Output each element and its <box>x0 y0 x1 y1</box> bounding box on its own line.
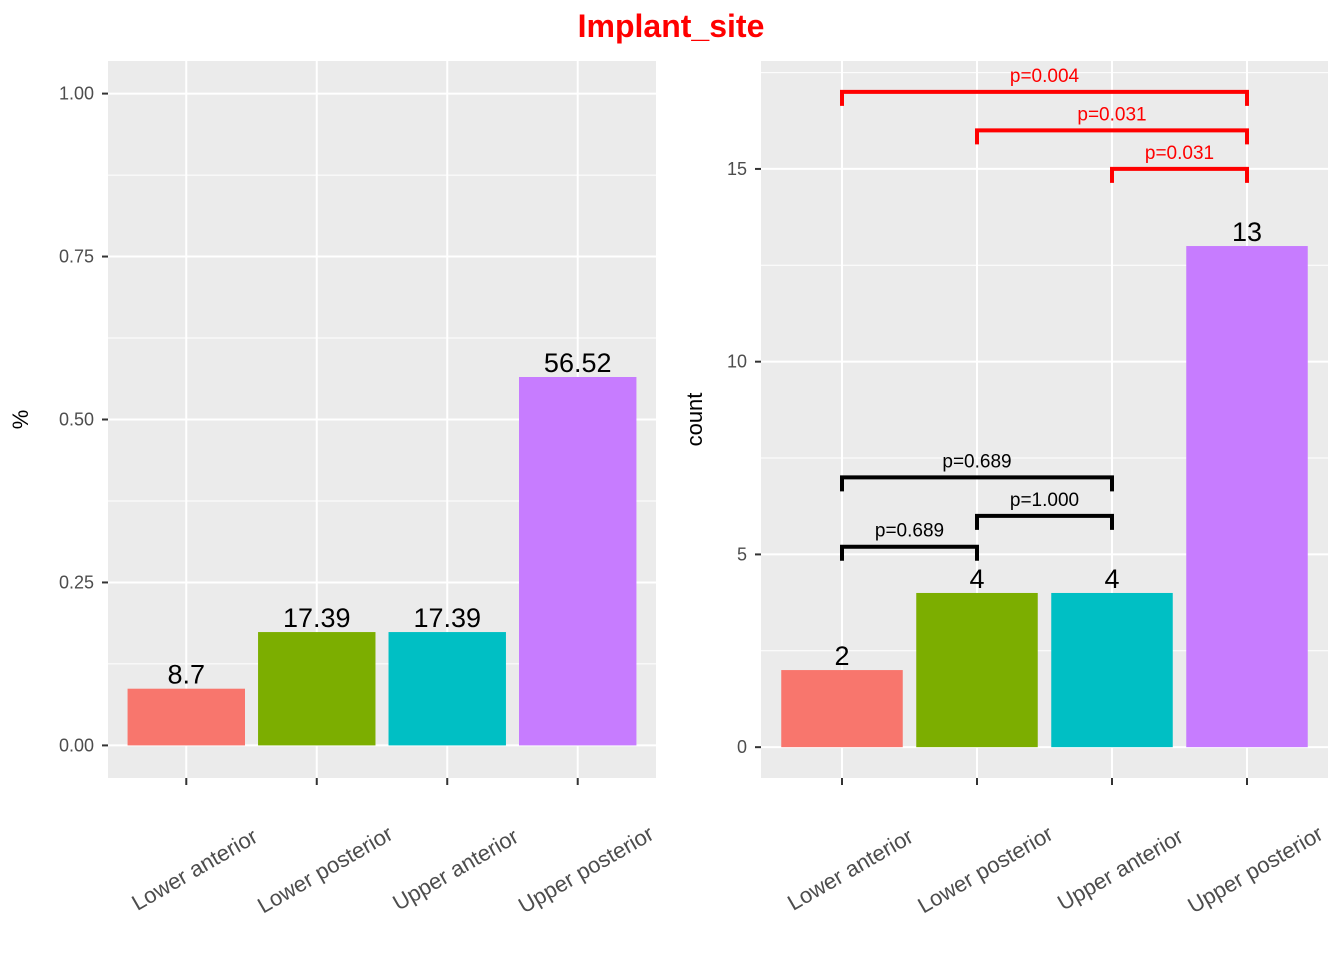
x-tick-label: Upper anterior <box>1053 824 1187 916</box>
bar <box>388 632 506 746</box>
p-value-label: p=0.031 <box>1145 143 1214 164</box>
data-label: 4 <box>1104 564 1119 594</box>
bar <box>1051 592 1173 748</box>
y-axis-title: % <box>8 410 33 430</box>
x-tick-label: Upper posterior <box>1183 821 1327 918</box>
y-axis-title: count <box>682 393 707 447</box>
comparison-bracket <box>840 475 1114 492</box>
p-value-label: p=0.004 <box>1010 66 1080 87</box>
y-tick-label: 0 <box>737 737 747 757</box>
comparison-bracket <box>840 544 979 561</box>
bar <box>519 377 637 746</box>
comparison-bracket <box>1110 166 1249 183</box>
x-tick-label: Upper anterior <box>388 824 522 916</box>
x-tick-label: Lower posterior <box>913 821 1057 918</box>
data-label: 4 <box>969 564 984 594</box>
p-value-label: p=1.000 <box>1010 490 1079 511</box>
bar <box>258 632 376 746</box>
x-tick-label: Lower posterior <box>253 821 397 918</box>
y-tick-label: 15 <box>727 159 747 179</box>
p-value-label: p=0.689 <box>875 521 944 542</box>
y-tick-label: 0.25 <box>59 572 94 592</box>
percent-bar-chart: 0.00 0.25 0.50 0.75 1.00 8.7 17.39 17.39 56.52 Lo… <box>8 61 658 918</box>
data-label: 56.52 <box>544 348 612 378</box>
bar <box>1186 246 1308 748</box>
comparison-bracket <box>840 89 1249 106</box>
x-tick-label: Upper posterior <box>514 821 658 918</box>
comparison-bracket <box>975 513 1114 530</box>
bar <box>127 688 245 746</box>
data-label: 13 <box>1232 217 1262 247</box>
y-tick-label: 0.50 <box>59 410 94 430</box>
x-tick-label: Lower anterior <box>783 824 917 916</box>
data-label: 17.39 <box>413 603 481 633</box>
data-label: 8.7 <box>168 660 206 690</box>
y-tick-label: 5 <box>737 544 747 564</box>
bar <box>781 670 903 748</box>
comparison-bracket <box>975 128 1249 145</box>
bar <box>916 592 1038 748</box>
data-label: 17.39 <box>283 603 351 633</box>
chart-title: Implant_site <box>578 8 765 44</box>
y-tick-label: 1.00 <box>59 84 94 104</box>
p-value-label: p=0.689 <box>942 451 1011 472</box>
y-tick-label: 10 <box>727 352 747 372</box>
y-tick-label: 0.00 <box>59 735 94 755</box>
y-tick-label: 0.75 <box>59 247 94 267</box>
p-value-label: p=0.031 <box>1077 104 1146 125</box>
data-label: 2 <box>834 641 849 671</box>
x-tick-label: Lower anterior <box>127 824 261 916</box>
